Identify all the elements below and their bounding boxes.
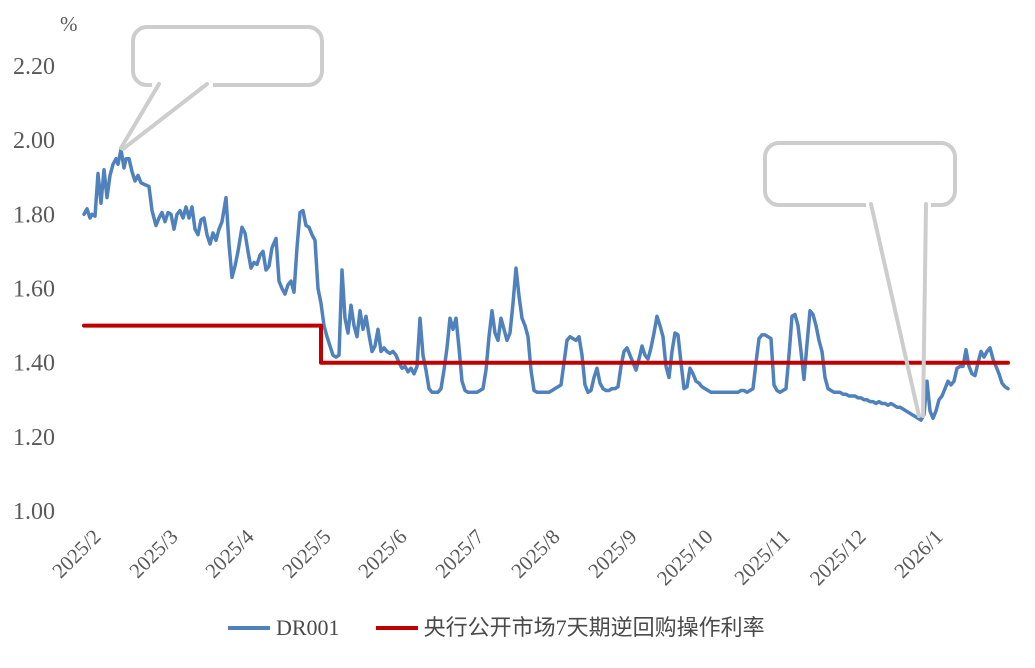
y-axis-tick-label: 2.00 — [13, 128, 55, 154]
legend-item-dr001: DR001 — [228, 615, 340, 641]
y-axis-tick-label: 1.60 — [13, 276, 55, 302]
y-axis-tick-label: 1.00 — [13, 499, 55, 525]
legend-label-policy-rate: 央行公开市场7天期逆回购操作利率 — [423, 615, 765, 640]
x-axis-tick-label: 2025/2 — [47, 525, 105, 583]
legend-label-dr001: DR001 — [276, 615, 340, 640]
legend-swatch-policy-rate — [375, 626, 418, 630]
x-axis-tick-label: 2025/11 — [729, 525, 794, 590]
legend: DR001 央行公开市场7天期逆回购操作利率 — [228, 615, 765, 641]
callout-tail-1 — [921, 202, 928, 418]
y-axis-tick-label: 1.20 — [13, 425, 55, 451]
callout-tail-0 — [119, 82, 161, 150]
callout-tail-0 — [121, 82, 209, 151]
x-axis-tick-label: 2026/1 — [889, 525, 947, 583]
policy-rate-line-series — [82, 323, 1010, 365]
x-axis-tick-label: 2025/12 — [805, 525, 871, 591]
x-axis-tick-label: 2025/3 — [124, 525, 182, 583]
callout-box-1 — [763, 141, 957, 207]
x-axis-tick-label: 2025/8 — [506, 525, 564, 583]
x-axis-tick-label: 2025/5 — [277, 525, 335, 583]
x-axis-tick-label: 2025/4 — [200, 524, 259, 583]
callout-tail-1 — [869, 202, 921, 418]
legend-item-policy-rate: 央行公开市场7天期逆回购操作利率 — [375, 615, 765, 641]
x-axis-tick-label: 2025/9 — [583, 525, 641, 583]
x-axis-tick-label: 2025/10 — [652, 525, 718, 591]
x-axis-tick-label: 2025/7 — [430, 525, 488, 583]
dr001-line-series — [82, 147, 1010, 422]
legend-swatch-dr001 — [228, 626, 270, 630]
y-axis-unit-label: % — [60, 12, 78, 36]
y-axis-tick-label: 2.20 — [13, 54, 55, 80]
y-axis-tick-label: 1.80 — [13, 202, 55, 228]
callout-box-0 — [131, 25, 324, 87]
x-axis-tick-label: 2025/6 — [353, 525, 411, 583]
y-axis-tick-label: 1.40 — [13, 351, 55, 377]
